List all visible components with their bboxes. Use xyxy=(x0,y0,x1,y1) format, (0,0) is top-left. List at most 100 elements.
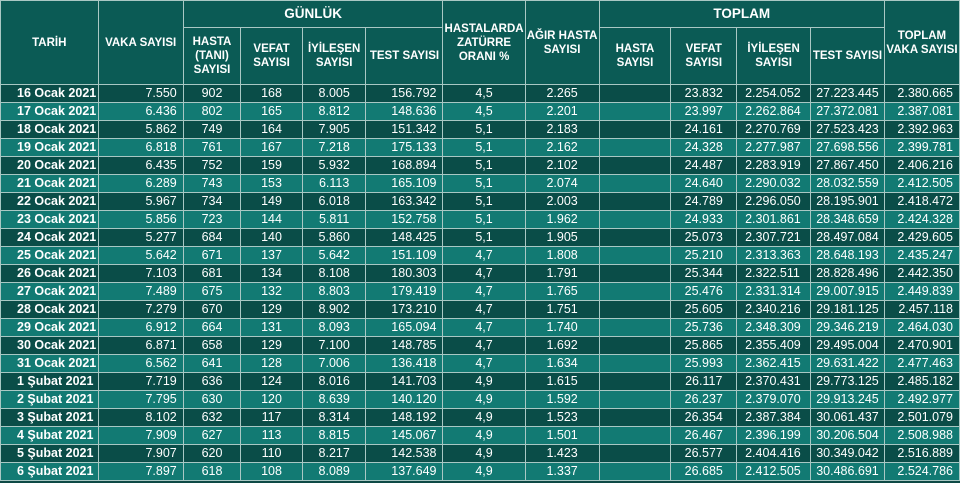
cell-toplam-hasta xyxy=(598,426,672,445)
cell-date: 30 Ocak 2021 xyxy=(0,336,99,355)
cell-toplam-test: 29.181.125 xyxy=(810,300,885,319)
cell-toplam-test: 30.349.042 xyxy=(810,444,885,463)
cell-agir-hasta: 2.162 xyxy=(524,138,600,157)
cell-hasta-tani: 734 xyxy=(182,192,242,211)
cell-toplam-vefat: 24.933 xyxy=(670,210,738,229)
cell-date: 23 Ocak 2021 xyxy=(0,210,99,229)
table-row: 4 Şubat 2021 7.909 627 113 8.815 145.067 4,9 1.… xyxy=(0,426,960,445)
cell-vefat: 165 xyxy=(240,102,303,121)
cell-toplam-test: 29.631.422 xyxy=(810,354,885,373)
cell-date: 21 Ocak 2021 xyxy=(0,174,99,193)
cell-hasta-tani: 675 xyxy=(182,282,242,301)
cell-test: 152.758 xyxy=(365,210,444,229)
cell-iyilesen: 6.018 xyxy=(301,192,367,211)
cell-agir-hasta: 1.337 xyxy=(524,462,600,481)
cell-zaturre: 5,1 xyxy=(442,210,526,229)
cell-toplam-test: 30.061.437 xyxy=(810,408,885,427)
table-body: 16 Ocak 2021 7.550 902 168 8.005 156.792 4,5 2.… xyxy=(0,84,960,481)
cell-vaka: 6.435 xyxy=(97,156,184,175)
cell-hasta-tani: 743 xyxy=(182,174,242,193)
cell-toplam-vaka: 2.418.472 xyxy=(883,192,960,211)
cell-zaturre: 4,7 xyxy=(442,354,526,373)
cell-test: 173.210 xyxy=(365,300,444,319)
cell-toplam-test: 27.372.081 xyxy=(810,102,885,121)
cell-toplam-iyilesen: 2.370.431 xyxy=(736,372,812,391)
cell-vefat: 124 xyxy=(240,372,303,391)
cell-test: 140.120 xyxy=(365,390,444,409)
cell-vaka: 6.912 xyxy=(97,318,184,337)
cell-iyilesen: 8.093 xyxy=(301,318,367,337)
cell-date: 18 Ocak 2021 xyxy=(0,120,99,139)
table-row: 28 Ocak 2021 7.279 670 129 8.902 173.210 4,7 1.… xyxy=(0,300,960,319)
cell-toplam-iyilesen: 2.254.052 xyxy=(736,84,812,103)
cell-toplam-vaka: 2.429.605 xyxy=(883,228,960,247)
cell-vefat: 149 xyxy=(240,192,303,211)
cell-vefat: 110 xyxy=(240,444,303,463)
table-row: 19 Ocak 2021 6.818 761 167 7.218 175.133 5,1 2.… xyxy=(0,138,960,157)
cell-hasta-tani: 641 xyxy=(182,354,242,373)
cell-agir-hasta: 2.265 xyxy=(524,84,600,103)
cell-iyilesen: 5.860 xyxy=(301,228,367,247)
cell-toplam-vaka: 2.464.030 xyxy=(883,318,960,337)
cell-agir-hasta: 1.765 xyxy=(524,282,600,301)
cell-toplam-vefat: 24.161 xyxy=(670,120,738,139)
cell-agir-hasta: 1.523 xyxy=(524,408,600,427)
header-toplam-hasta: HASTA SAYISI xyxy=(598,27,672,85)
cell-test: 151.342 xyxy=(365,120,444,139)
cell-zaturre: 4,5 xyxy=(442,102,526,121)
cell-date: 28 Ocak 2021 xyxy=(0,300,99,319)
cell-toplam-iyilesen: 2.322.511 xyxy=(736,264,812,283)
cell-toplam-vaka: 2.492.977 xyxy=(883,390,960,409)
cell-zaturre: 4,7 xyxy=(442,336,526,355)
cell-toplam-test: 27.698.556 xyxy=(810,138,885,157)
cell-agir-hasta: 1.740 xyxy=(524,318,600,337)
cell-zaturre: 4,9 xyxy=(442,462,526,481)
cell-vaka: 7.103 xyxy=(97,264,184,283)
cell-agir-hasta: 1.808 xyxy=(524,246,600,265)
cell-toplam-vaka: 2.435.247 xyxy=(883,246,960,265)
cell-vefat: 140 xyxy=(240,228,303,247)
cell-toplam-hasta xyxy=(598,174,672,193)
cell-iyilesen: 8.016 xyxy=(301,372,367,391)
cell-toplam-vaka: 2.449.839 xyxy=(883,282,960,301)
header-zaturre: HASTALARDA ZATÜRRE ORANI % xyxy=(442,0,526,85)
table-row: 29 Ocak 2021 6.912 664 131 8.093 165.094 4,7 1.… xyxy=(0,318,960,337)
cell-iyilesen: 5.642 xyxy=(301,246,367,265)
table-header: TARİH VAKA SAYISI GÜNLÜK HASTALARDA ZATÜ… xyxy=(0,0,960,85)
header-test: TEST SAYISI xyxy=(365,27,444,85)
cell-toplam-hasta xyxy=(598,228,672,247)
cell-date: 2 Şubat 2021 xyxy=(0,390,99,409)
cell-toplam-vefat: 24.789 xyxy=(670,192,738,211)
cell-toplam-test: 28.648.193 xyxy=(810,246,885,265)
cell-toplam-hasta xyxy=(598,84,672,103)
cell-toplam-vefat: 23.832 xyxy=(670,84,738,103)
cell-toplam-test: 27.223.445 xyxy=(810,84,885,103)
cell-vaka: 6.436 xyxy=(97,102,184,121)
cell-toplam-vefat: 26.467 xyxy=(670,426,738,445)
cell-test: 145.067 xyxy=(365,426,444,445)
cell-toplam-test: 28.032.559 xyxy=(810,174,885,193)
cell-iyilesen: 7.218 xyxy=(301,138,367,157)
cell-toplam-iyilesen: 2.290.032 xyxy=(736,174,812,193)
cell-toplam-vaka: 2.412.505 xyxy=(883,174,960,193)
cell-toplam-iyilesen: 2.277.987 xyxy=(736,138,812,157)
cell-iyilesen: 5.932 xyxy=(301,156,367,175)
cell-toplam-hasta xyxy=(598,120,672,139)
cell-toplam-vaka: 2.457.118 xyxy=(883,300,960,319)
table-row: 27 Ocak 2021 7.489 675 132 8.803 179.419 4,7 1.… xyxy=(0,282,960,301)
cell-toplam-iyilesen: 2.296.050 xyxy=(736,192,812,211)
cell-zaturre: 4,7 xyxy=(442,246,526,265)
cell-agir-hasta: 1.692 xyxy=(524,336,600,355)
cell-toplam-test: 29.773.125 xyxy=(810,372,885,391)
cell-zaturre: 4,7 xyxy=(442,264,526,283)
cell-zaturre: 4,7 xyxy=(442,318,526,337)
cell-toplam-vaka: 2.406.216 xyxy=(883,156,960,175)
table-row: 2 Şubat 2021 7.795 630 120 8.639 140.120 4,9 1.… xyxy=(0,390,960,409)
cell-vaka: 5.967 xyxy=(97,192,184,211)
cell-hasta-tani: 802 xyxy=(182,102,242,121)
cell-toplam-vefat: 26.354 xyxy=(670,408,738,427)
cell-toplam-test: 28.497.084 xyxy=(810,228,885,247)
cell-date: 31 Ocak 2021 xyxy=(0,354,99,373)
cell-toplam-vefat: 25.605 xyxy=(670,300,738,319)
cell-iyilesen: 5.811 xyxy=(301,210,367,229)
